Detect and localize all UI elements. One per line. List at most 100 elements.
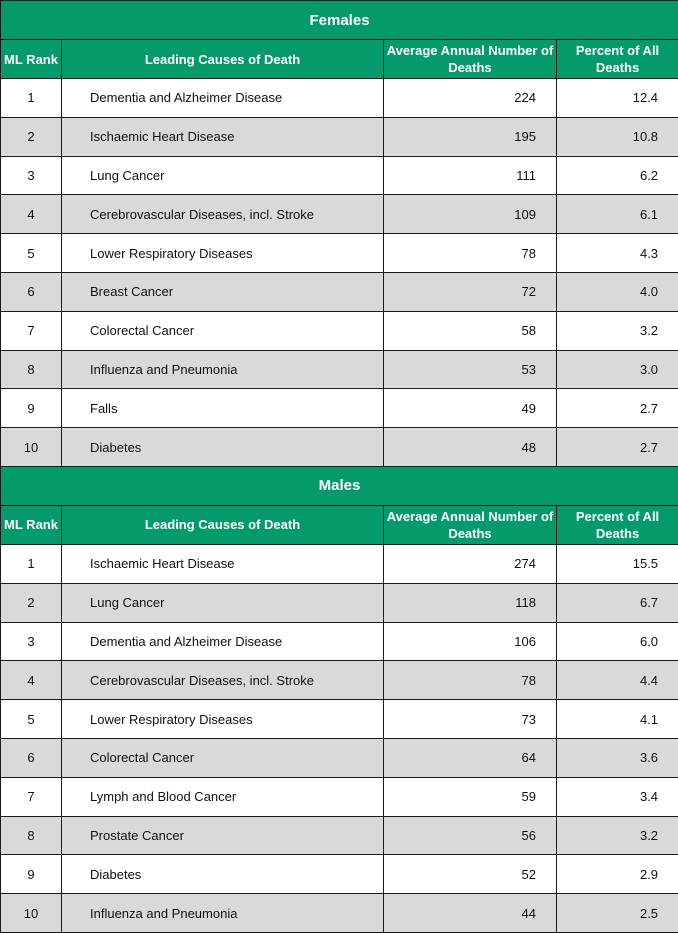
column-header-cause: Leading Causes of Death	[62, 40, 384, 79]
percent-cell: 3.2	[557, 816, 678, 855]
deaths-cell: 48	[384, 428, 557, 467]
cause-cell: Prostate Cancer	[62, 816, 384, 855]
cause-cell: Falls	[62, 389, 384, 428]
section-title-females: Females	[1, 1, 678, 40]
cause-cell: Lung Cancer	[62, 583, 384, 622]
rank-cell: 6	[1, 272, 62, 311]
deaths-cell: 195	[384, 117, 557, 156]
cause-cell: Breast Cancer	[62, 272, 384, 311]
cause-cell: Diabetes	[62, 428, 384, 467]
table-row: 6 Colorectal Cancer 64 3.6	[1, 738, 678, 777]
cause-cell: Cerebrovascular Diseases, incl. Stroke	[62, 195, 384, 234]
deaths-cell: 224	[384, 79, 557, 118]
column-header-rank: ML Rank	[1, 505, 62, 544]
rank-cell: 10	[1, 894, 62, 933]
cause-cell: Lower Respiratory Diseases	[62, 234, 384, 273]
females-section: Females ML Rank Leading Causes of Death …	[1, 1, 678, 467]
table-row: 10 Influenza and Pneumonia 44 2.5	[1, 894, 678, 933]
cause-cell: Lymph and Blood Cancer	[62, 777, 384, 816]
cause-cell: Ischaemic Heart Disease	[62, 117, 384, 156]
cause-cell: Colorectal Cancer	[62, 311, 384, 350]
rank-cell: 10	[1, 428, 62, 467]
percent-cell: 12.4	[557, 79, 678, 118]
deaths-cell: 58	[384, 311, 557, 350]
section-title-row: Females	[1, 1, 678, 40]
column-header-row: ML Rank Leading Causes of Death Average …	[1, 40, 678, 79]
rank-cell: 9	[1, 389, 62, 428]
table-row: 10 Diabetes 48 2.7	[1, 428, 678, 467]
rank-cell: 7	[1, 311, 62, 350]
table-row: 5 Lower Respiratory Diseases 78 4.3	[1, 234, 678, 273]
rank-cell: 3	[1, 622, 62, 661]
section-title-males: Males	[1, 466, 678, 505]
rank-cell: 2	[1, 117, 62, 156]
rank-cell: 1	[1, 79, 62, 118]
table-row: 1 Dementia and Alzheimer Disease 224 12.…	[1, 79, 678, 118]
rank-cell: 1	[1, 544, 62, 583]
cause-cell: Ischaemic Heart Disease	[62, 544, 384, 583]
cause-cell: Influenza and Pneumonia	[62, 894, 384, 933]
percent-cell: 6.2	[557, 156, 678, 195]
table-row: 9 Diabetes 52 2.9	[1, 855, 678, 894]
rank-cell: 7	[1, 777, 62, 816]
rank-cell: 4	[1, 661, 62, 700]
cause-cell: Colorectal Cancer	[62, 738, 384, 777]
deaths-cell: 118	[384, 583, 557, 622]
table-row: 2 Ischaemic Heart Disease 195 10.8	[1, 117, 678, 156]
table-row: 7 Colorectal Cancer 58 3.2	[1, 311, 678, 350]
table-row: 8 Influenza and Pneumonia 53 3.0	[1, 350, 678, 389]
deaths-cell: 274	[384, 544, 557, 583]
deaths-cell: 109	[384, 195, 557, 234]
column-header-row: ML Rank Leading Causes of Death Average …	[1, 505, 678, 544]
column-header-rank: ML Rank	[1, 40, 62, 79]
percent-cell: 2.9	[557, 855, 678, 894]
percent-cell: 2.7	[557, 389, 678, 428]
deaths-cell: 49	[384, 389, 557, 428]
section-title-row: Males	[1, 466, 678, 505]
rank-cell: 5	[1, 700, 62, 739]
rank-cell: 4	[1, 195, 62, 234]
cause-cell: Dementia and Alzheimer Disease	[62, 622, 384, 661]
cause-cell: Cerebrovascular Diseases, incl. Stroke	[62, 661, 384, 700]
deaths-cell: 78	[384, 661, 557, 700]
percent-cell: 2.5	[557, 894, 678, 933]
table-row: 2 Lung Cancer 118 6.7	[1, 583, 678, 622]
cause-cell: Dementia and Alzheimer Disease	[62, 79, 384, 118]
percent-cell: 3.0	[557, 350, 678, 389]
rank-cell: 8	[1, 816, 62, 855]
percent-cell: 4.4	[557, 661, 678, 700]
percent-cell: 3.4	[557, 777, 678, 816]
rank-cell: 8	[1, 350, 62, 389]
percent-cell: 4.1	[557, 700, 678, 739]
column-header-cause: Leading Causes of Death	[62, 505, 384, 544]
table-row: 9 Falls 49 2.7	[1, 389, 678, 428]
cause-cell: Influenza and Pneumonia	[62, 350, 384, 389]
cause-cell: Lower Respiratory Diseases	[62, 700, 384, 739]
column-header-deaths: Average Annual Number of Deaths	[384, 505, 557, 544]
percent-cell: 10.8	[557, 117, 678, 156]
table-row: 1 Ischaemic Heart Disease 274 15.5	[1, 544, 678, 583]
deaths-cell: 106	[384, 622, 557, 661]
deaths-cell: 44	[384, 894, 557, 933]
deaths-cell: 64	[384, 738, 557, 777]
column-header-percent: Percent of All Deaths	[557, 505, 678, 544]
table-row: 4 Cerebrovascular Diseases, incl. Stroke…	[1, 661, 678, 700]
deaths-cell: 73	[384, 700, 557, 739]
rank-cell: 5	[1, 234, 62, 273]
deaths-cell: 72	[384, 272, 557, 311]
table-row: 8 Prostate Cancer 56 3.2	[1, 816, 678, 855]
percent-cell: 4.3	[557, 234, 678, 273]
table-row: 3 Lung Cancer 111 6.2	[1, 156, 678, 195]
deaths-cell: 59	[384, 777, 557, 816]
percent-cell: 6.1	[557, 195, 678, 234]
deaths-cell: 52	[384, 855, 557, 894]
rank-cell: 2	[1, 583, 62, 622]
percent-cell: 3.2	[557, 311, 678, 350]
males-section: Males ML Rank Leading Causes of Death Av…	[1, 466, 678, 932]
table-row: 3 Dementia and Alzheimer Disease 106 6.0	[1, 622, 678, 661]
deaths-cell: 56	[384, 816, 557, 855]
percent-cell: 4.0	[557, 272, 678, 311]
table-row: 7 Lymph and Blood Cancer 59 3.4	[1, 777, 678, 816]
